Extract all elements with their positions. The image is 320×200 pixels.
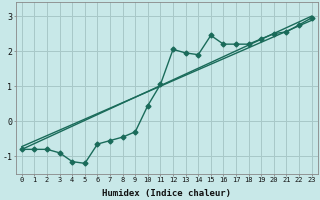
X-axis label: Humidex (Indice chaleur): Humidex (Indice chaleur) — [102, 189, 231, 198]
